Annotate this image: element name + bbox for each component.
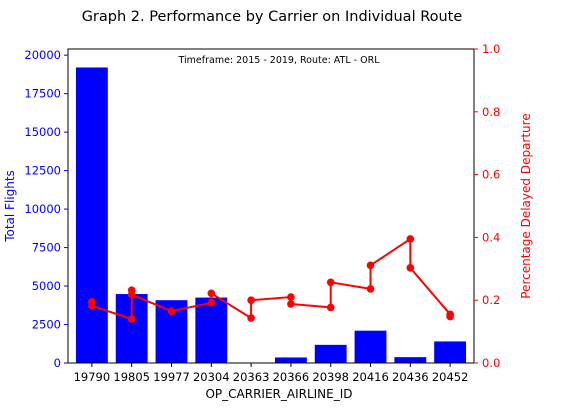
right-y-axis-label: Percentage Delayed Departure [519,113,533,298]
delay-point-20363-8 [247,314,255,322]
left-y-axis-label: Total Flights [3,170,17,243]
chart-annotation: Timeframe: 2015 - 2019, Route: ATL - ORL [178,55,381,66]
left-y-axis: 0 2500 5000 7500 10000 12500 15000 17500 20000 [24,48,68,370]
bar-20398 [314,344,347,363]
delay-point-20366-10 [287,293,295,301]
x-tick-label: 20304 [193,370,230,384]
delay-point-20416-15 [366,261,375,270]
bar-series [75,67,467,363]
bar-20452 [434,341,467,363]
plot-frame [67,48,475,364]
left-tick-label: 2500 [32,318,61,332]
delay-point-20304-7 [207,289,216,298]
x-tick-label: 20416 [352,370,389,384]
delay-point-20366-11 [287,300,295,308]
chart-title: Graph 2. Performance by Carrier on Indiv… [82,9,463,25]
bar-20366 [274,357,307,363]
bar-20304 [195,297,228,363]
delay-point-19805-2 [127,315,136,323]
right-tick-label: 0.0 [482,356,500,370]
delay-point-19805-4 [127,290,136,299]
x-tick-label: 20398 [312,370,349,384]
delay-point-20416-14 [366,285,375,293]
bar-20436 [394,357,427,363]
left-tick-label: 5000 [32,279,61,293]
left-tick-label: 17500 [24,87,61,101]
right-tick-label: 0.8 [482,105,500,119]
delay-point-20436-17 [406,264,415,272]
x-tick-label: 19977 [153,370,190,384]
left-tick-label: 20000 [24,48,61,62]
right-tick-label: 1.0 [482,42,500,56]
delay-point-20363-9 [247,296,255,305]
left-tick-label: 0 [54,356,61,370]
left-tick-label: 7500 [32,241,61,255]
x-tick-label: 20366 [273,370,310,384]
delay-point-20398-12 [326,303,335,312]
delay-point-20452-19 [446,312,454,321]
right-tick-label: 0.6 [482,168,500,182]
left-tick-label: 15000 [24,125,61,139]
delay-point-19977-5 [167,307,176,315]
delay-line-series [88,235,454,323]
delay-point-20304-6 [207,298,216,307]
delay-point-19790-1 [88,302,96,310]
left-tick-label: 10000 [24,202,61,216]
bar-20416 [354,330,387,363]
x-tick-label: 20436 [392,370,429,384]
delay-point-20436-16 [406,235,415,243]
x-axis-label: OP_CARRIER_AIRLINE_ID [205,387,352,401]
bar-19790 [75,67,108,363]
x-axis: 19790 19805 19977 20304 20363 20366 20398 20416… [74,363,469,384]
left-tick-label: 12500 [24,164,61,178]
x-tick-label: 20452 [432,370,469,384]
x-tick-label: 20363 [233,370,270,384]
right-tick-label: 0.2 [482,293,500,307]
x-tick-label: 19790 [74,370,111,384]
right-tick-label: 0.4 [482,230,500,244]
delay-point-20398-13 [326,278,335,287]
x-tick-label: 19805 [113,370,150,384]
right-y-axis: 0.0 0.2 0.4 0.6 0.8 1.0 [474,42,500,370]
